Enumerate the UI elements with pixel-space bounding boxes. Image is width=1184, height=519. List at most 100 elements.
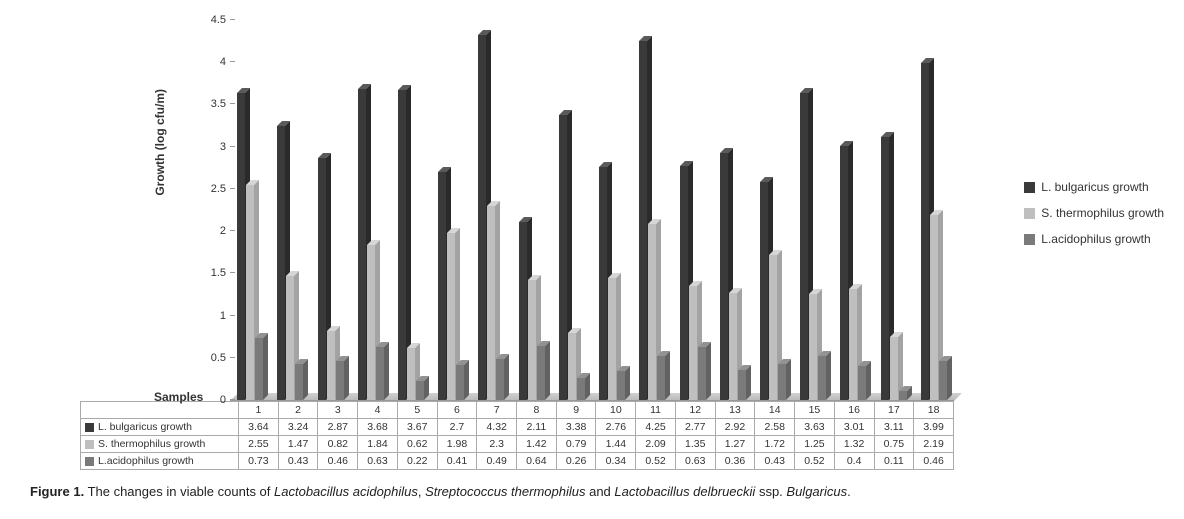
bar-group xyxy=(753,20,793,400)
bar xyxy=(327,331,335,400)
table-row-header: S. thermophilus growth xyxy=(81,436,239,453)
table-col-header: 8 xyxy=(517,402,557,419)
table-cell: 0.34 xyxy=(596,453,636,470)
y-tick-label: 0 xyxy=(220,394,226,406)
bar xyxy=(318,158,326,400)
bar xyxy=(698,347,706,400)
table-col-header: 11 xyxy=(636,402,676,419)
bar xyxy=(818,356,826,400)
table-cell: 0.43 xyxy=(755,453,795,470)
bar xyxy=(639,41,647,400)
bar-group xyxy=(351,20,391,400)
legend: L. bulgaricus growthS. thermophilus grow… xyxy=(1024,180,1164,258)
table-cell: 3.68 xyxy=(358,419,398,436)
bar-group xyxy=(592,20,632,400)
table-cell: 0.43 xyxy=(278,453,318,470)
table-cell: 3.63 xyxy=(795,419,835,436)
bar-group xyxy=(471,20,511,400)
table-row: L.acidophilus growth0.730.430.460.630.22… xyxy=(81,453,954,470)
caption-label: Figure 1. xyxy=(30,484,84,499)
bar xyxy=(237,93,245,400)
table-cell: 0.26 xyxy=(556,453,596,470)
table-col-header: 16 xyxy=(834,402,874,419)
bar xyxy=(255,338,263,400)
bar xyxy=(367,245,375,400)
table-col-header: 2 xyxy=(278,402,318,419)
table-col-header: 13 xyxy=(715,402,755,419)
row-header-text: L. bulgaricus growth xyxy=(98,421,192,433)
table-col-header: 7 xyxy=(477,402,517,419)
table-row: S. thermophilus growth2.551.470.821.840.… xyxy=(81,436,954,453)
bar xyxy=(930,215,938,400)
table-cell: 0.82 xyxy=(318,436,358,453)
table-row: L. bulgaricus growth3.643.242.873.683.67… xyxy=(81,419,954,436)
bar-group xyxy=(672,20,712,400)
bar xyxy=(617,371,625,400)
table-cell: 0.75 xyxy=(874,436,914,453)
y-tick-label: 1.5 xyxy=(211,267,226,279)
bar xyxy=(487,206,495,400)
table-cell: 1.27 xyxy=(715,436,755,453)
bar-group xyxy=(874,20,914,400)
table-cell: 3.64 xyxy=(239,419,279,436)
caption-italic-2: Streptococcus thermophilus xyxy=(425,484,585,499)
bar xyxy=(720,153,728,400)
bar xyxy=(416,381,424,400)
bar xyxy=(286,276,294,400)
table-cell: 2.3 xyxy=(477,436,517,453)
legend-swatch xyxy=(1024,234,1035,245)
table-cell: 0.22 xyxy=(397,453,437,470)
table-cell: 3.99 xyxy=(914,419,954,436)
y-tick-label: 3.5 xyxy=(211,98,226,110)
bar xyxy=(277,126,285,400)
bar xyxy=(899,391,907,400)
table-row-header: L.acidophilus growth xyxy=(81,453,239,470)
table-cell: 0.46 xyxy=(914,453,954,470)
table-cell: 0.62 xyxy=(397,436,437,453)
bar-group xyxy=(552,20,592,400)
table-col-header: 12 xyxy=(675,402,715,419)
table-cell: 0.36 xyxy=(715,453,755,470)
row-swatch xyxy=(85,457,94,466)
bar-group xyxy=(512,20,552,400)
table-cell: 0.41 xyxy=(437,453,477,470)
table-cell: 0.49 xyxy=(477,453,517,470)
table-col-header: 1 xyxy=(239,402,279,419)
table-col-header: 5 xyxy=(397,402,437,419)
legend-label: L. bulgaricus growth xyxy=(1041,180,1148,194)
caption-italic-3: Lactobacillus delbrueckii xyxy=(614,484,755,499)
y-tick-label: 4 xyxy=(220,56,226,68)
table-cell: 1.98 xyxy=(437,436,477,453)
table-cell: 1.42 xyxy=(517,436,557,453)
caption-post: ssp. xyxy=(755,484,786,499)
bar-group xyxy=(230,20,270,400)
table-cell: 3.11 xyxy=(874,419,914,436)
row-header-text: S. thermophilus growth xyxy=(98,438,205,450)
table-cell: 2.92 xyxy=(715,419,755,436)
table-cell: 2.19 xyxy=(914,436,954,453)
legend-label: L.acidophilus growth xyxy=(1041,232,1150,246)
bars-container xyxy=(230,20,954,400)
table-col-header: 6 xyxy=(437,402,477,419)
bar-group xyxy=(431,20,471,400)
bar xyxy=(890,337,898,400)
table-col-header: 10 xyxy=(596,402,636,419)
caption-end: . xyxy=(847,484,851,499)
bar xyxy=(246,185,254,400)
bar xyxy=(559,115,567,400)
y-tick-label: 2.5 xyxy=(211,183,226,195)
table-cell: 1.35 xyxy=(675,436,715,453)
table-cell: 0.4 xyxy=(834,453,874,470)
bar xyxy=(921,63,929,400)
row-header-text: L.acidophilus growth xyxy=(98,455,194,467)
table-cell: 0.63 xyxy=(675,453,715,470)
table-col-header: 3 xyxy=(318,402,358,419)
figure-caption: Figure 1. The changes in viable counts o… xyxy=(30,484,1164,499)
table-cell: 2.09 xyxy=(636,436,676,453)
table-row-header: L. bulgaricus growth xyxy=(81,419,239,436)
bar xyxy=(849,289,857,400)
table-cell: 2.76 xyxy=(596,419,636,436)
data-table: 123456789101112131415161718L. bulgaricus… xyxy=(80,401,954,470)
bar xyxy=(729,293,737,400)
bar xyxy=(528,280,536,400)
